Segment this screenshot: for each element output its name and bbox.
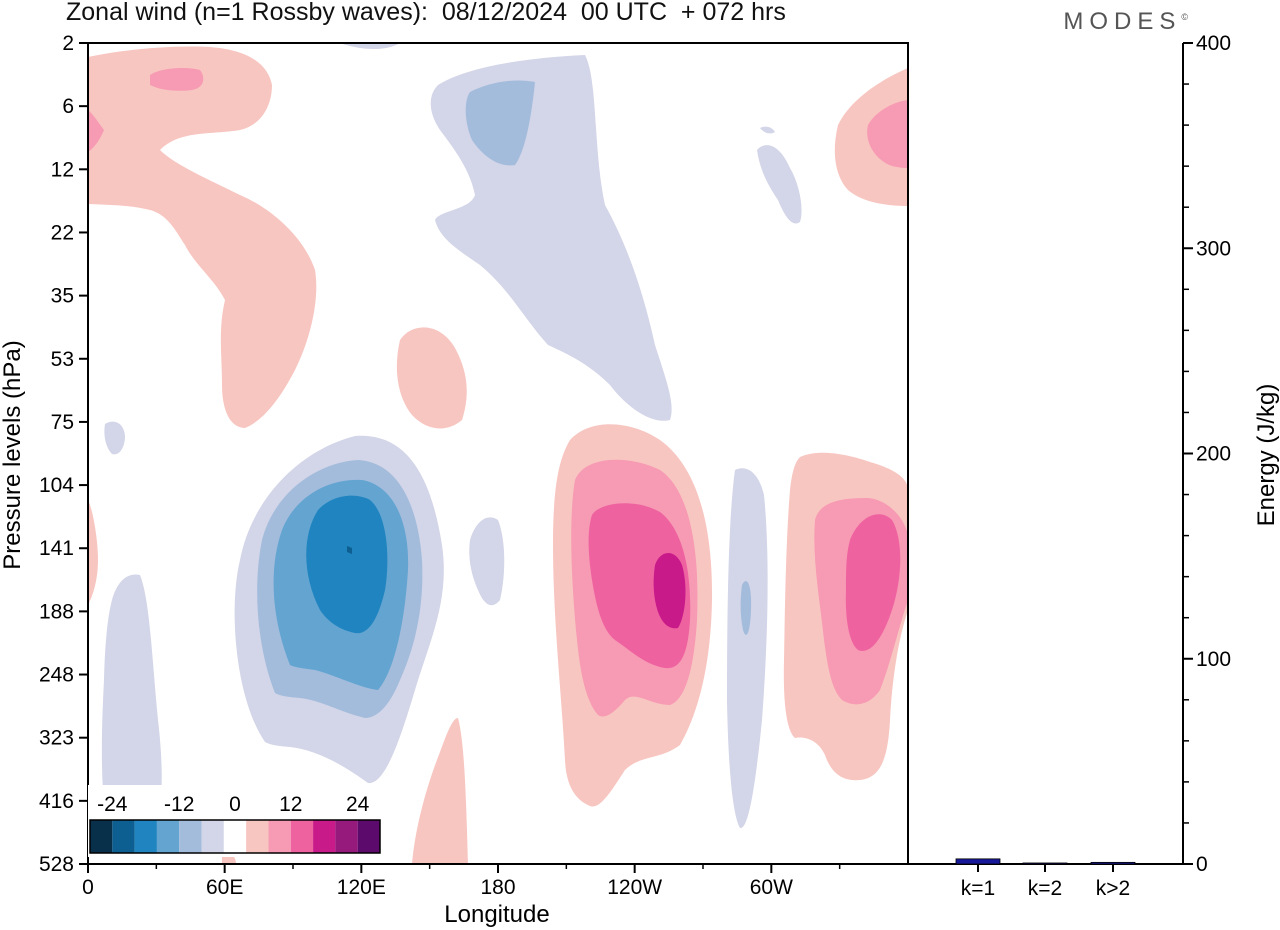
x-axis: 0 60E 120E 180 120W 60W xyxy=(82,864,841,899)
y-tick-label-13: 528 xyxy=(39,853,74,876)
colorbar-swatch-2 xyxy=(134,820,157,853)
colorbar-label-3: 12 xyxy=(279,793,302,816)
x-tick-label-2: 120E xyxy=(337,876,386,899)
colorbar-swatch-9 xyxy=(290,820,314,853)
y-axis: 2 6 12 22 35 53 75 104 141 188 248 323 416 528 xyxy=(39,32,88,876)
contour-region-9 xyxy=(757,145,802,224)
x-tick-label-0: 0 xyxy=(82,876,94,899)
colorbar-label-4: 24 xyxy=(346,793,370,816)
contour-fills xyxy=(88,43,908,864)
contour-region-31 xyxy=(88,500,98,605)
y-tick-label-3: 22 xyxy=(51,221,74,244)
y-tick-label-5: 53 xyxy=(51,348,74,371)
contour-region-25 xyxy=(653,552,686,629)
y-tick-label-8: 141 xyxy=(39,537,74,560)
energy-bar-0 xyxy=(955,858,1001,865)
colorbar: -24 -12 0 12 24 xyxy=(88,785,382,857)
colorbar-label-1: -12 xyxy=(164,793,194,816)
contour-region-19 xyxy=(396,327,467,429)
y-axis-title: Pressure levels (hPa) xyxy=(0,340,26,569)
energy-y-axis: 0 100 200 300 400 xyxy=(1183,32,1231,876)
colorbar-swatch-10 xyxy=(313,820,336,853)
colorbar-swatch-8 xyxy=(268,820,291,853)
contour-region-3 xyxy=(306,495,388,634)
y-tick-label-0: 2 xyxy=(62,32,74,55)
contour-region-15 xyxy=(88,46,317,429)
contour-region-10 xyxy=(760,126,775,134)
contour-region-7 xyxy=(104,421,125,455)
colorbar-swatch-1 xyxy=(112,820,135,853)
y-tick-label-11: 323 xyxy=(39,727,74,750)
y-tick-label-2: 12 xyxy=(51,158,74,181)
colorbar-swatch-6 xyxy=(223,820,247,853)
energy-y-label-0: 0 xyxy=(1196,853,1208,876)
y-tick-label-9: 188 xyxy=(39,600,74,623)
brand-logo: MODES© xyxy=(1063,8,1188,36)
energy-y-label-3: 300 xyxy=(1196,237,1231,260)
y-tick-label-12: 416 xyxy=(39,790,74,813)
contour-region-16 xyxy=(150,67,204,91)
colorbar-swatch-7 xyxy=(246,820,269,853)
energy-x-label-1: k=2 xyxy=(1028,877,1062,900)
energy-y-label-4: 400 xyxy=(1196,32,1231,55)
energy-bars xyxy=(955,858,1136,865)
brand-text: MODES xyxy=(1063,8,1182,35)
contour-region-29 xyxy=(412,718,468,864)
colorbar-swatch-0 xyxy=(90,820,113,853)
energy-x-label-0: k=1 xyxy=(961,877,995,900)
colorbar-swatch-12 xyxy=(357,820,380,853)
zonal-wind-heatmap xyxy=(87,42,909,865)
contour-region-18 xyxy=(88,128,94,145)
energy-bar-chart: 0 100 200 300 400 k=1 k=2 k>2 Energy (J/kg) xyxy=(908,32,1280,900)
contour-region-13 xyxy=(101,574,162,840)
y-tick-label-7: 104 xyxy=(39,474,74,497)
colorbar-label-2: 0 xyxy=(229,793,241,816)
energy-bar-1 xyxy=(1022,862,1068,865)
trademark-icon: © xyxy=(1181,12,1188,22)
colorbar-swatch-5 xyxy=(201,820,224,853)
x-tick-label-5: 60W xyxy=(750,876,793,899)
contour-region-28 xyxy=(845,514,901,651)
x-tick-label-3: 180 xyxy=(480,876,515,899)
contour-region-12 xyxy=(740,581,752,635)
contour-region-6 xyxy=(465,80,535,166)
contour-region-24 xyxy=(588,503,691,669)
colorbar-label-0: -24 xyxy=(97,793,128,816)
contour-region-4 xyxy=(347,546,352,554)
y-tick-label-4: 35 xyxy=(51,285,74,308)
page-title: Zonal wind (n=1 Rossby waves): 08/12/202… xyxy=(66,0,786,26)
y-tick-label-1: 6 xyxy=(62,95,74,118)
energy-x-label-2: k>2 xyxy=(1096,877,1130,900)
y-tick-label-10: 248 xyxy=(39,664,74,687)
energy-x-axis: k=1 k=2 k>2 xyxy=(961,864,1130,900)
contour-region-11 xyxy=(727,468,768,829)
colorbar-frame xyxy=(89,819,381,854)
contour-region-14 xyxy=(340,43,400,50)
energy-axis-title: Energy (J/kg) xyxy=(1253,384,1280,527)
energy-bar-2 xyxy=(1090,861,1136,865)
y-tick-label-6: 75 xyxy=(51,411,74,434)
colorbar-swatch-11 xyxy=(335,820,358,853)
x-axis-title: Longitude xyxy=(444,901,549,928)
colorbar-swatch-4 xyxy=(179,820,202,853)
x-tick-label-4: 120W xyxy=(607,876,662,899)
contour-region-21 xyxy=(867,100,908,168)
colorbar-swatch-3 xyxy=(156,820,180,853)
x-tick-label-1: 60E xyxy=(206,876,243,899)
contour-region-8 xyxy=(469,517,505,606)
energy-y-label-1: 100 xyxy=(1196,648,1231,671)
energy-y-label-2: 200 xyxy=(1196,443,1231,466)
